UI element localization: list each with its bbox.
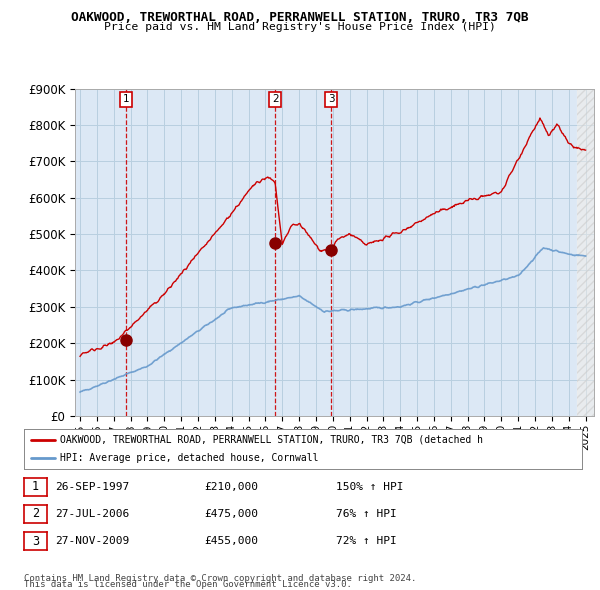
Text: This data is licensed under the Open Government Licence v3.0.: This data is licensed under the Open Gov… [24,581,352,589]
Text: 2: 2 [272,94,278,104]
Text: 26-SEP-1997: 26-SEP-1997 [55,482,130,491]
Text: OAKWOOD, TREWORTHAL ROAD, PERRANWELL STATION, TRURO, TR3 7QB (detached h: OAKWOOD, TREWORTHAL ROAD, PERRANWELL STA… [60,435,483,445]
Text: 27-JUL-2006: 27-JUL-2006 [55,509,130,519]
Text: 72% ↑ HPI: 72% ↑ HPI [336,536,397,546]
Bar [577,88,594,416]
Text: £475,000: £475,000 [204,509,258,519]
Text: 1: 1 [32,480,39,493]
Text: 3: 3 [328,94,334,104]
Text: 76% ↑ HPI: 76% ↑ HPI [336,509,397,519]
Text: £455,000: £455,000 [204,536,258,546]
Text: Contains HM Land Registry data © Crown copyright and database right 2024.: Contains HM Land Registry data © Crown c… [24,574,416,583]
Text: 27-NOV-2009: 27-NOV-2009 [55,536,130,546]
Text: £210,000: £210,000 [204,482,258,491]
Text: HPI: Average price, detached house, Cornwall: HPI: Average price, detached house, Corn… [60,453,319,463]
Text: OAKWOOD, TREWORTHAL ROAD, PERRANWELL STATION, TRURO, TR3 7QB: OAKWOOD, TREWORTHAL ROAD, PERRANWELL STA… [71,11,529,24]
Text: 2: 2 [32,507,39,520]
Text: 150% ↑ HPI: 150% ↑ HPI [336,482,404,491]
Text: 1: 1 [123,94,130,104]
Text: 3: 3 [32,535,39,548]
Text: Price paid vs. HM Land Registry's House Price Index (HPI): Price paid vs. HM Land Registry's House … [104,22,496,32]
